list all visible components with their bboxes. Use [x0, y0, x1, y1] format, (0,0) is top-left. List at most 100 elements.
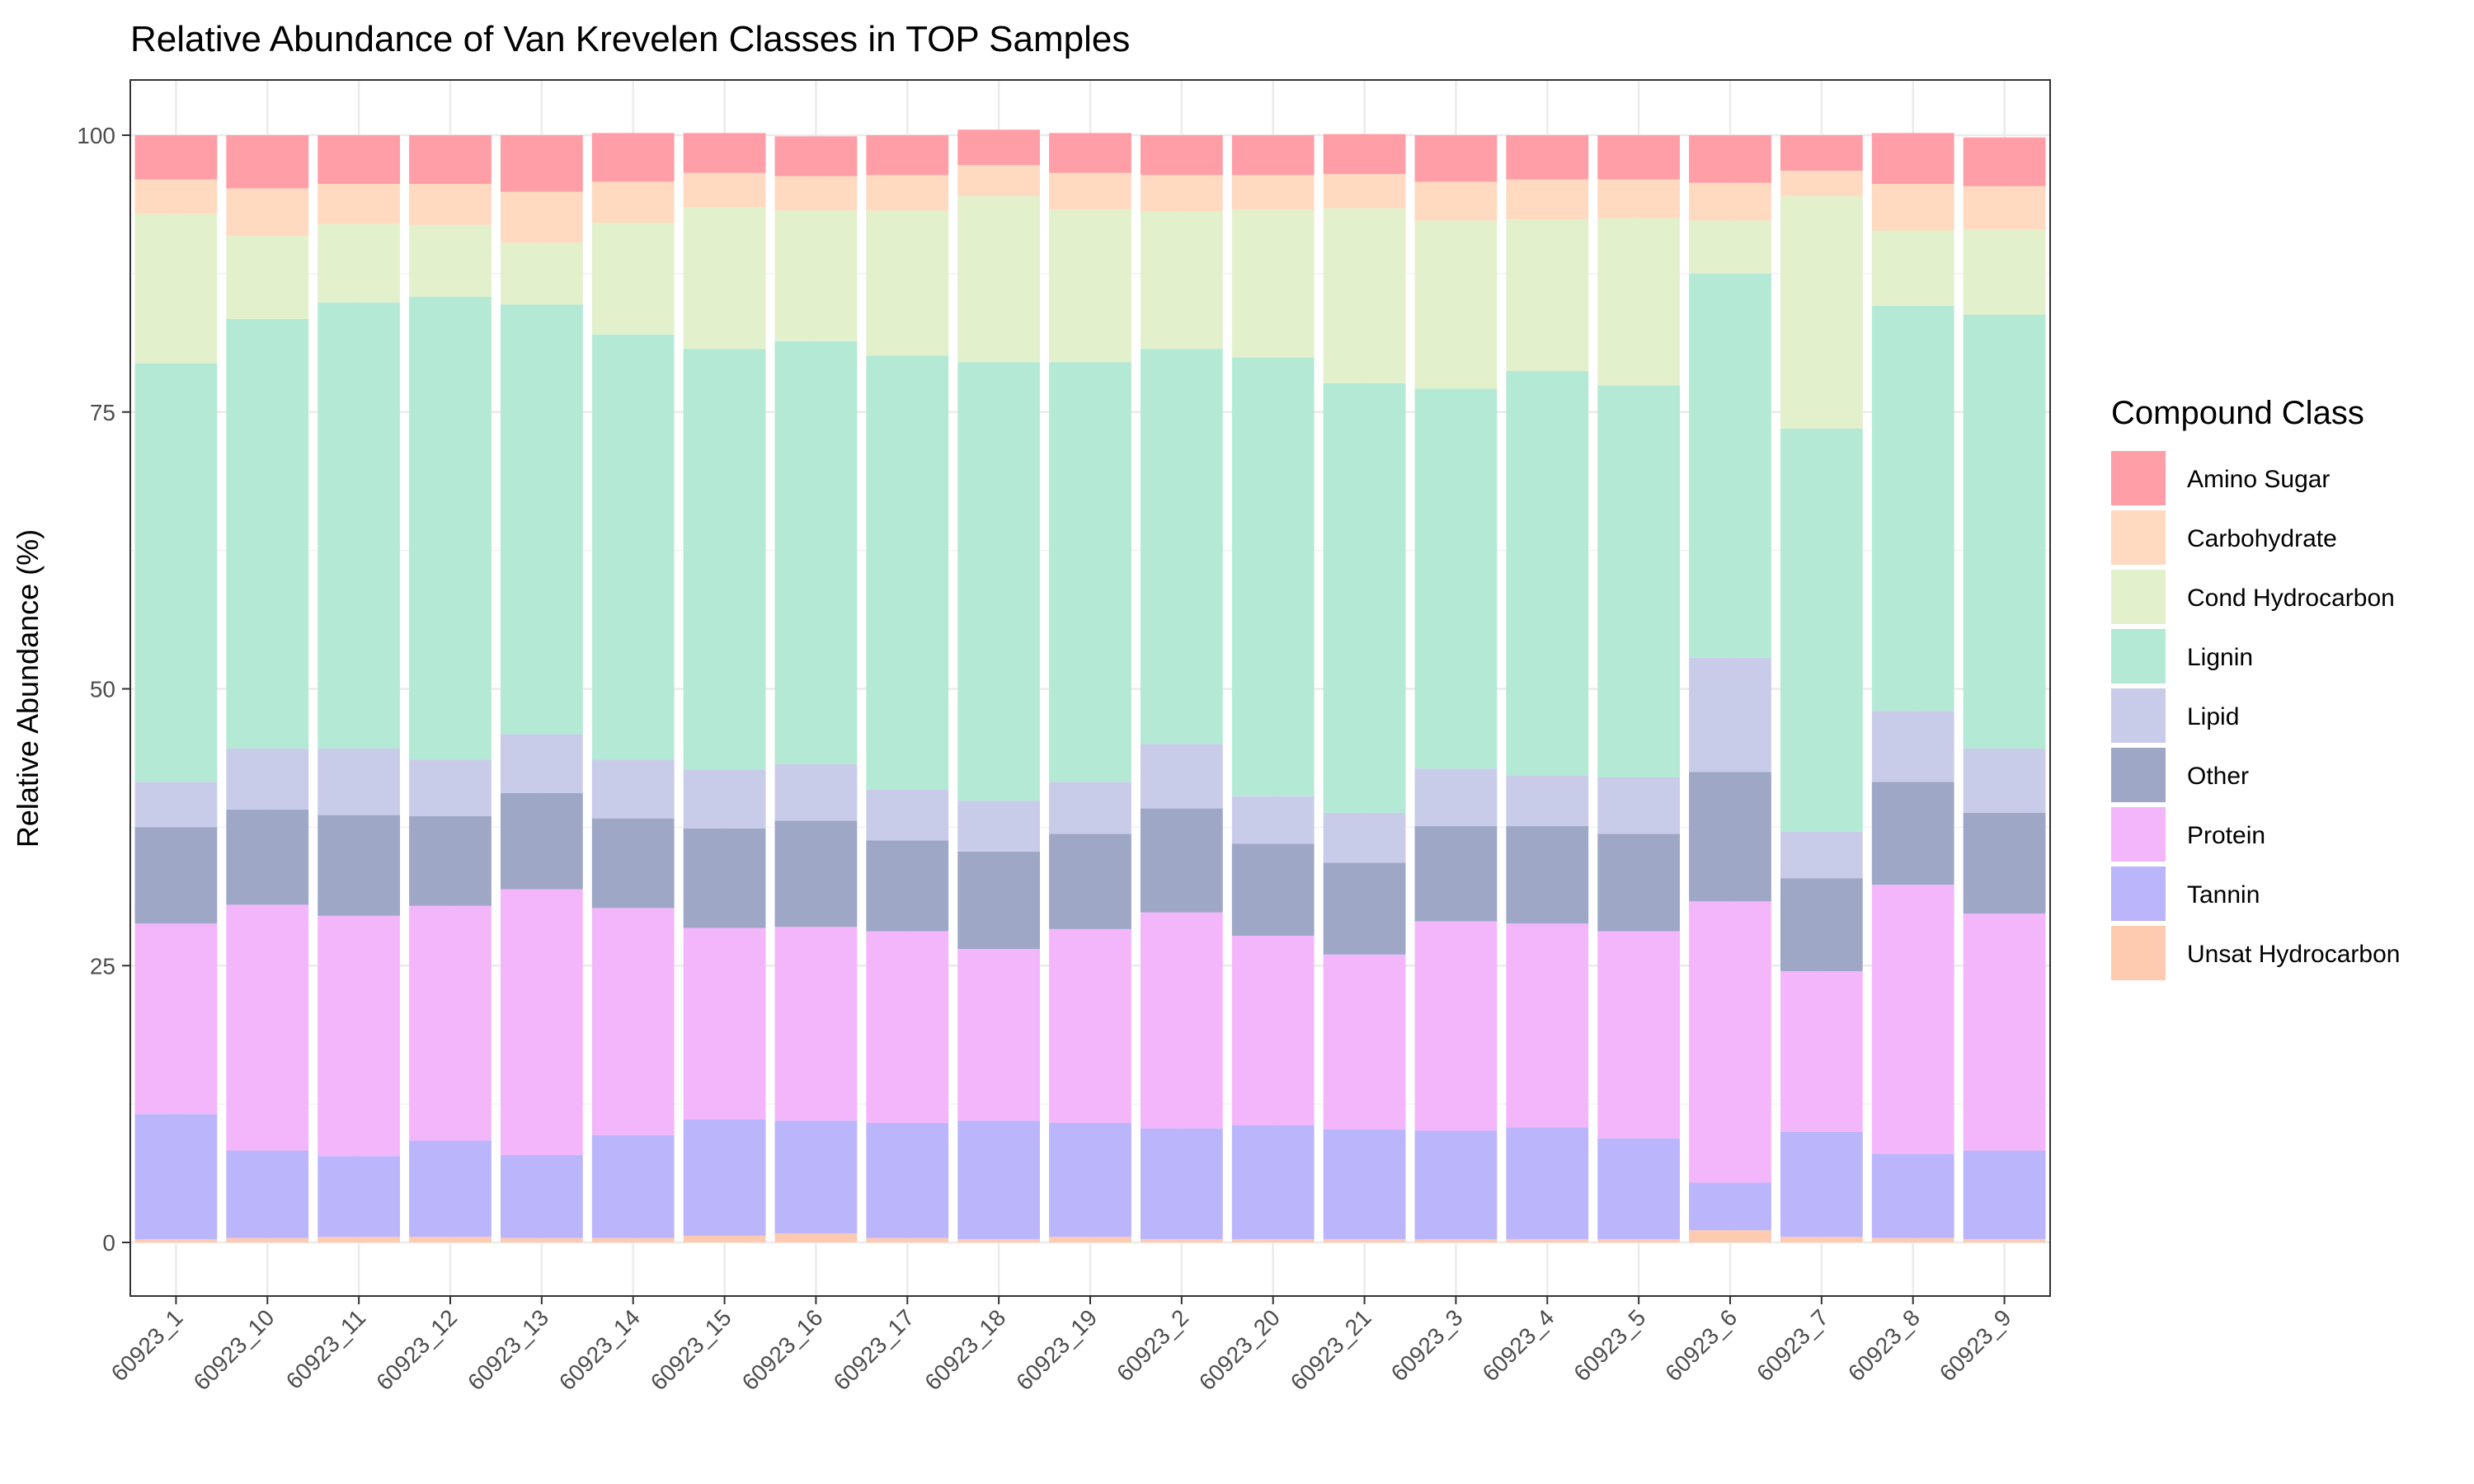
bar-segment: 60923_6 – Unsat Hydrocarbon: 1.1 — [1689, 1230, 1771, 1242]
bar-segment: 60923_8 – Lignin: 36.6 — [1871, 305, 1954, 711]
bar-segment: 60923_6 – Lignin: 34.7 — [1689, 273, 1771, 658]
bar-segment: 60923_2 – Amino Sugar: 3.6 — [1140, 135, 1223, 176]
x-tick-label: 60923_8 — [1843, 1304, 1925, 1386]
y-tick-label: 50 — [90, 677, 115, 702]
bar-segment: 60923_9 – Carbohydrate: 3.9 — [1963, 186, 2046, 230]
bar-segment: 60923_20 – Unsat Hydrocarbon: 0.3 — [1231, 1238, 1315, 1242]
bar-segment: 60923_14 – Lignin: 38.4 — [591, 334, 675, 760]
bar-segment: 60923_21 – Tannin: 9.9 — [1323, 1129, 1406, 1239]
bar-segment: 60923_9 – Lignin: 39.2 — [1963, 314, 2046, 749]
legend-label: Other — [2187, 763, 2249, 790]
bar-segment: 60923_15 – Amino Sugar: 3.6 — [683, 133, 766, 173]
bar-segment: 60923_15 – Lipid: 5.3 — [683, 769, 766, 829]
legend-swatch — [2111, 510, 2166, 565]
bar-segment: 60923_8 – Tannin: 7.6 — [1871, 1153, 1954, 1238]
bar-segment: 60923_15 – Lignin: 38 — [683, 349, 766, 770]
bar-segment: 60923_7 – Amino Sugar: 3.2 — [1780, 135, 1863, 171]
bar-segment: 60923_10 – Unsat Hydrocarbon: 0.4 — [226, 1237, 309, 1242]
bar-segment: 60923_11 – Cond Hydrocarbon: 7.1 — [317, 223, 401, 303]
bar-segment: 60923_11 – Lipid: 6 — [317, 749, 401, 815]
bar-segment: 60923_6 – Lipid: 10.3 — [1689, 657, 1771, 773]
bar-segment: 60923_3 – Lipid: 5.2 — [1414, 768, 1498, 827]
bar-segment: 60923_20 – Carbohydrate: 3.1 — [1231, 175, 1315, 209]
x-tick-label: 60923_1 — [106, 1304, 188, 1386]
bar-segment: 60923_5 – Unsat Hydrocarbon: 0.3 — [1597, 1238, 1681, 1242]
bar-segment: 60923_10 – Other: 8.6 — [226, 809, 309, 905]
x-tick-label: 60923_17 — [829, 1304, 920, 1395]
legend: Compound Class Amino Sugar Carbohydrate Co… — [2111, 395, 2400, 980]
bar-segment: 60923_3 – Lignin: 34.3 — [1414, 388, 1498, 769]
bar-segment: 60923_17 – Protein: 17.3 — [866, 931, 949, 1123]
bar-segment: 60923_13 – Lipid: 5.3 — [500, 734, 583, 793]
bar-segment: 60923_1 – Other: 8.7 — [134, 827, 218, 924]
bar-segment: 60923_19 – Tannin: 10.3 — [1049, 1122, 1131, 1237]
bar-segment: 60923_14 – Carbohydrate: 3.7 — [591, 181, 675, 223]
bar-segment: 60923_6 – Cond Hydrocarbon: 4.8 — [1689, 220, 1771, 274]
bar-segment: 60923_15 – Protein: 17.3 — [683, 928, 766, 1120]
bar-segment: 60923_1 – Protein: 17.2 — [134, 923, 218, 1115]
bar-segment: 60923_12 – Amino Sugar: 4.4 — [409, 135, 492, 185]
bar-segment: 60923_5 – Lignin: 35.4 — [1597, 385, 1681, 777]
x-axis: 60923_1 60923_10 60923_11 60923_12 60923_13 6… — [106, 1296, 2016, 1395]
x-tick-label: 60923_20 — [1194, 1304, 1285, 1395]
bar-segment: 60923_21 – Unsat Hydrocarbon: 0.3 — [1323, 1238, 1406, 1242]
bar-segment: 60923_1 – Cond Hydrocarbon: 13.5 — [134, 214, 218, 364]
legend-label: Protein — [2187, 822, 2265, 849]
x-tick-label: 60923_2 — [1112, 1304, 1193, 1386]
x-tick-label: 60923_15 — [646, 1304, 736, 1395]
bar-segment: 60923_18 – Lignin: 39.6 — [957, 362, 1041, 801]
bar-segment: 60923_19 – Other: 8.6 — [1049, 834, 1131, 929]
bar-segment: 60923_16 – Unsat Hydrocarbon: 0.8 — [774, 1233, 858, 1242]
bar-segment: 60923_12 – Cond Hydrocarbon: 6.5 — [409, 224, 492, 298]
bar-segment: 60923_15 – Carbohydrate: 3.1 — [683, 172, 766, 208]
legend-swatch — [2111, 570, 2166, 624]
bar-segment: 60923_3 – Tannin: 9.8 — [1414, 1130, 1498, 1239]
bar-segment: 60923_10 – Carbohydrate: 4.3 — [226, 188, 309, 237]
bar-segment: 60923_6 – Other: 11.7 — [1689, 772, 1771, 902]
bar-segment: 60923_9 – Tannin: 8 — [1963, 1150, 2046, 1239]
bar-segment: 60923_17 – Other: 8.2 — [866, 840, 949, 932]
bar-segment: 60923_5 – Amino Sugar: 4 — [1597, 135, 1681, 180]
bar-segment: 60923_17 – Lignin: 39.2 — [866, 355, 949, 790]
bar-segment: 60923_7 – Lipid: 4.2 — [1780, 831, 1863, 879]
bar-segment: 60923_4 – Amino Sugar: 4 — [1506, 135, 1589, 180]
y-tick-label: 75 — [90, 400, 115, 425]
bar-segment: 60923_18 – Carbohydrate: 2.8 — [957, 165, 1041, 196]
legend-label: Lignin — [2187, 644, 2253, 671]
legend-swatch — [2111, 451, 2166, 505]
bar-segment: 60923_10 – Lipid: 5.5 — [226, 749, 309, 810]
y-tick-label: 0 — [102, 1230, 115, 1256]
bar-segment: 60923_18 – Unsat Hydrocarbon: 0.3 — [957, 1238, 1041, 1242]
x-tick-label: 60923_10 — [189, 1304, 280, 1395]
bar-segment: 60923_21 – Lignin: 38.8 — [1323, 383, 1406, 813]
x-tick-label: 60923_19 — [1011, 1304, 1102, 1395]
x-tick-label: 60923_12 — [371, 1304, 462, 1395]
bar-segment: 60923_2 – Other: 9.4 — [1140, 808, 1223, 913]
bar-segment: 60923_11 – Tannin: 7.3 — [317, 1156, 401, 1237]
bar-segment: 60923_16 – Protein: 17.5 — [774, 927, 858, 1121]
bar-segment: 60923_19 – Lipid: 4.7 — [1049, 782, 1131, 834]
bar-segment: 60923_2 – Cond Hydrocarbon: 12.4 — [1140, 211, 1223, 350]
bar-segment: 60923_20 – Lipid: 4.3 — [1231, 796, 1315, 844]
bar-segment: 60923_16 – Amino Sugar: 3.6 — [774, 136, 858, 176]
bar-segment: 60923_9 – Lipid: 5.8 — [1963, 749, 2046, 813]
bar-segment: 60923_5 – Lipid: 5.1 — [1597, 777, 1681, 834]
bar-segment: 60923_2 – Protein: 19.5 — [1140, 912, 1223, 1129]
bar-segment: 60923_13 – Carbohydrate: 4.6 — [500, 191, 583, 243]
bar-segment: 60923_11 – Unsat Hydrocarbon: 0.5 — [317, 1237, 401, 1242]
bar-segment: 60923_15 – Tannin: 10.5 — [683, 1119, 766, 1236]
bar-segment: 60923_8 – Protein: 24.3 — [1871, 885, 1954, 1154]
bar-segment: 60923_3 – Amino Sugar: 4.2 — [1414, 135, 1498, 182]
bar-segment: 60923_4 – Protein: 18.4 — [1506, 923, 1589, 1128]
bar-segment: 60923_14 – Amino Sugar: 4.4 — [591, 133, 675, 182]
bar-segment: 60923_20 – Tannin: 10.3 — [1231, 1125, 1315, 1239]
bar-segment: 60923_6 – Carbohydrate: 3.4 — [1689, 182, 1771, 221]
x-tick-label: 60923_16 — [737, 1304, 828, 1395]
bar-segment: 60923_8 – Lipid: 6.4 — [1871, 711, 1954, 782]
bar-segment: 60923_5 – Tannin: 9.1 — [1597, 1138, 1681, 1239]
legend-swatch — [2111, 866, 2166, 921]
bar-segment: 60923_14 – Tannin: 9.3 — [591, 1134, 675, 1238]
bar-segment: 60923_18 – Protein: 15.5 — [957, 949, 1041, 1121]
x-tick-label: 60923_11 — [281, 1304, 371, 1394]
bar-segment: 60923_21 – Amino Sugar: 3.6 — [1323, 134, 1406, 175]
